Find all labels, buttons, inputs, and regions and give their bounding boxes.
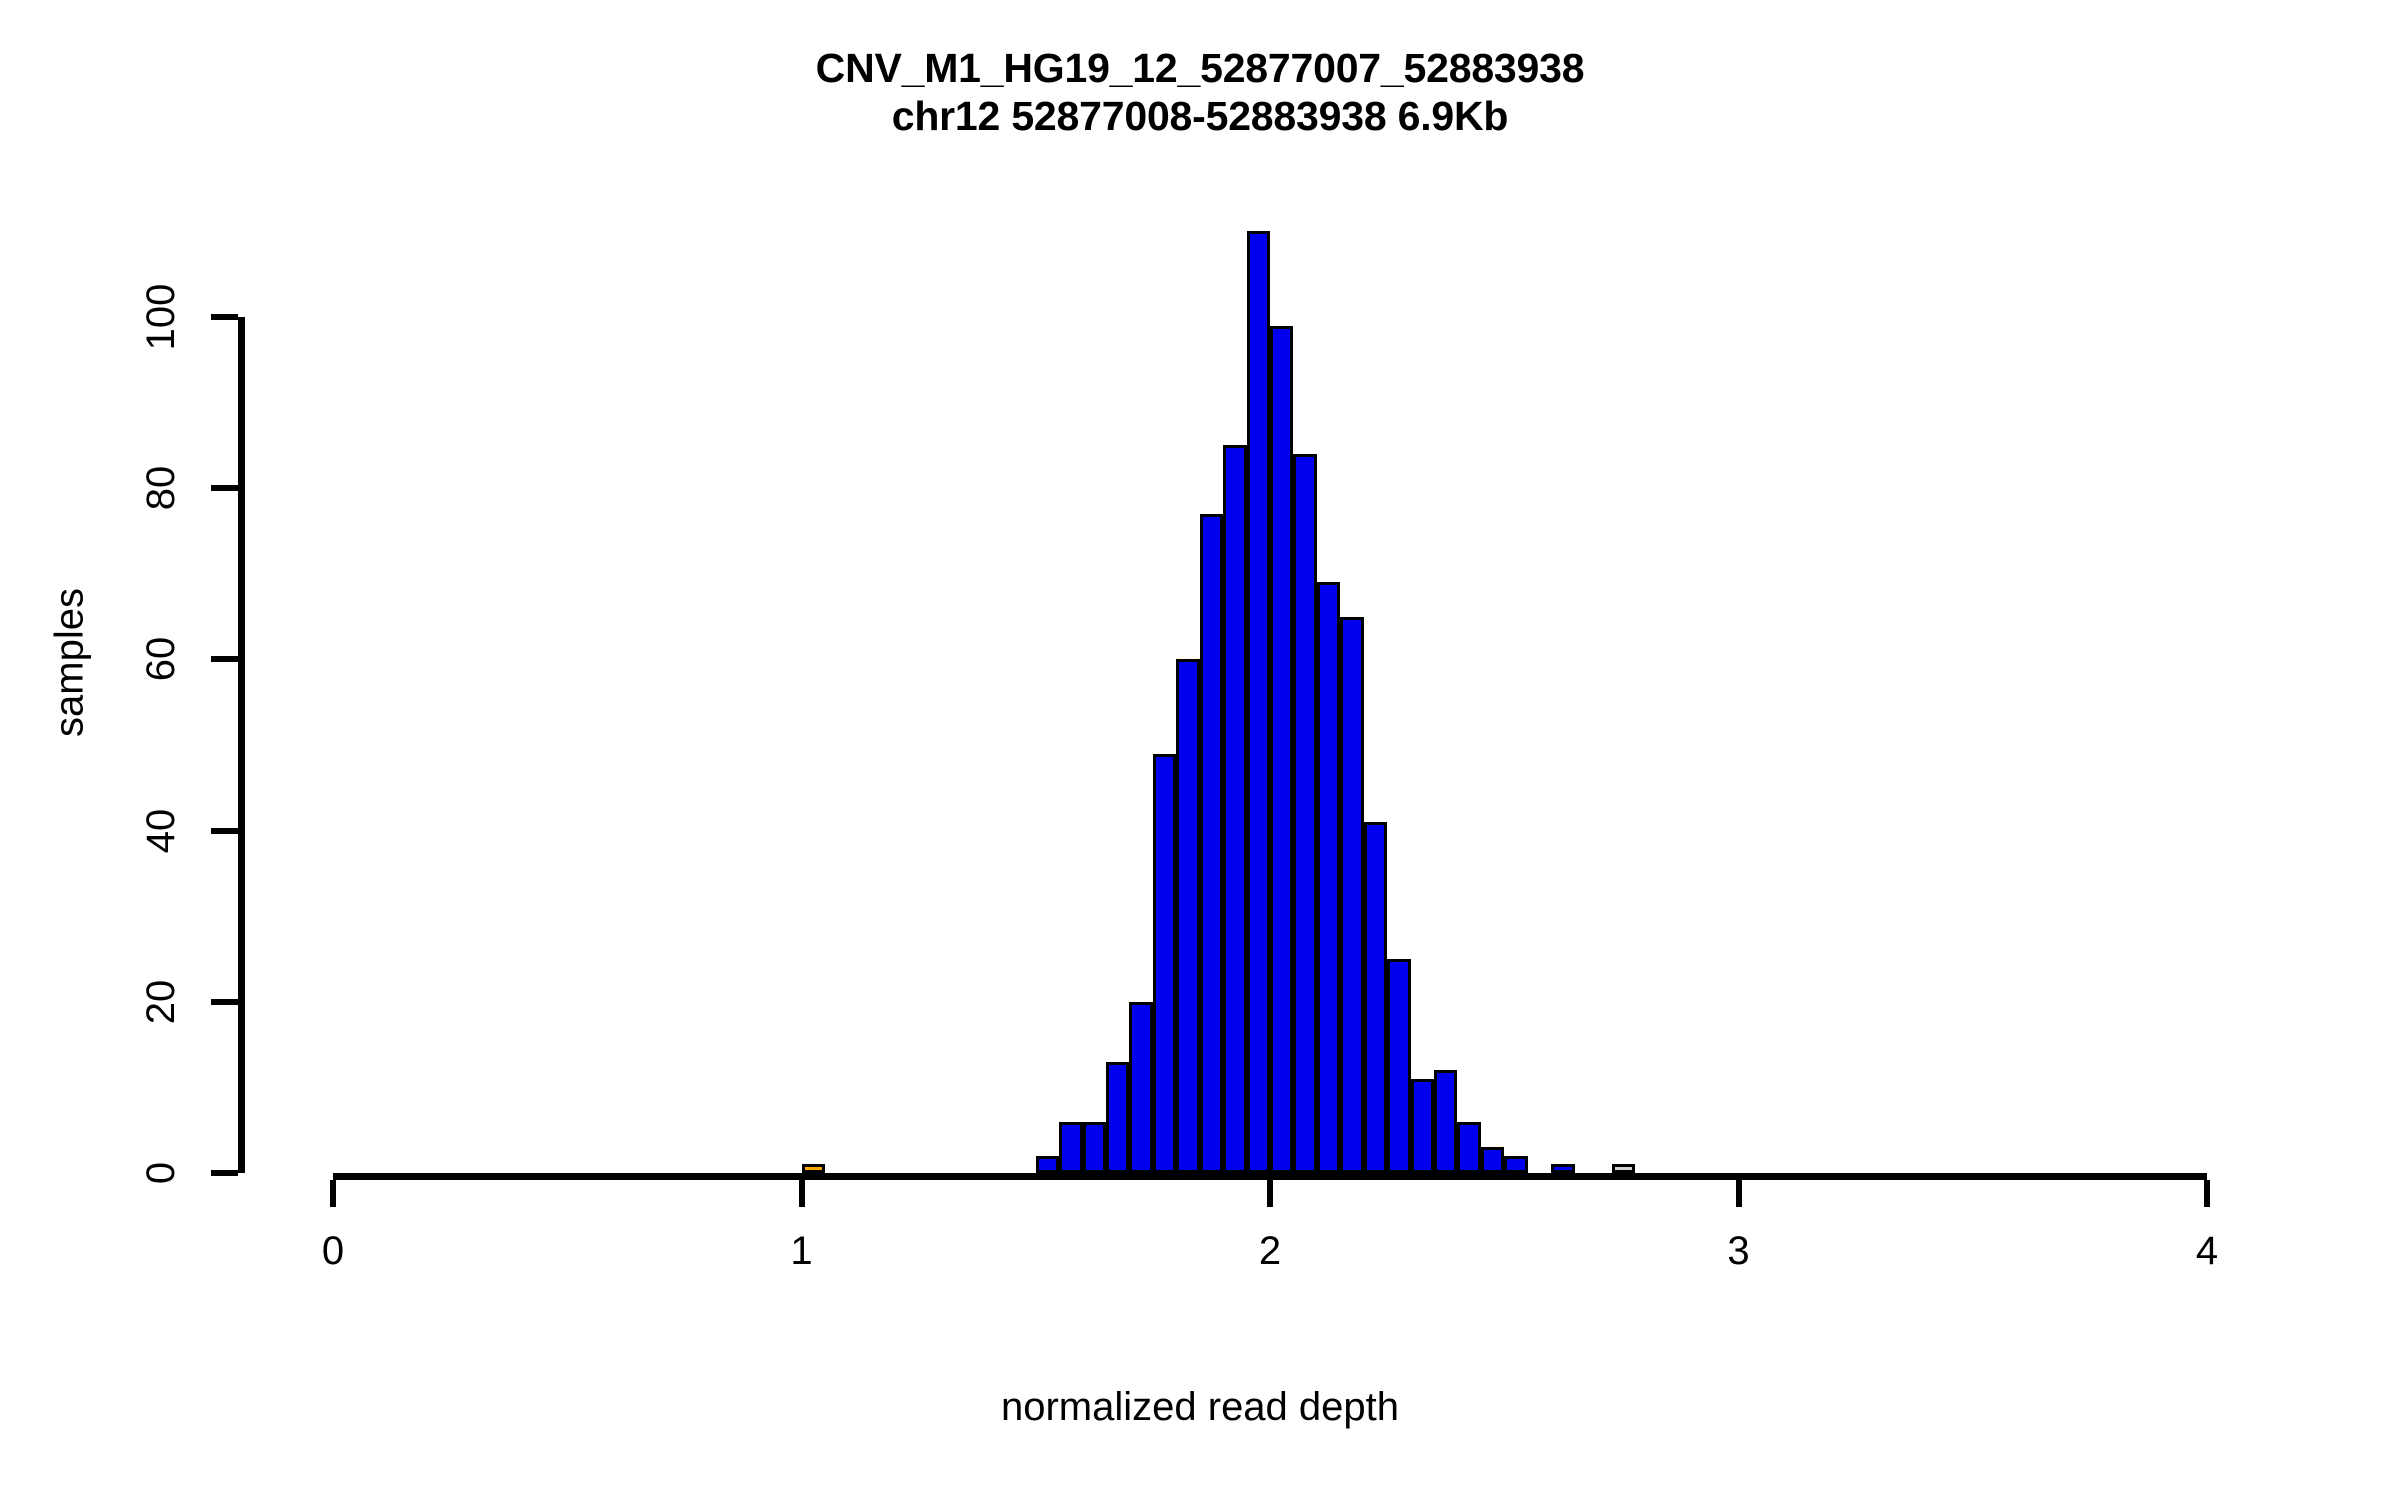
y-axis-tick-label: 20	[139, 979, 183, 1025]
y-axis-tick-label: 100	[139, 283, 183, 351]
histogram-bar	[1387, 959, 1411, 1173]
title-line-2: chr12 52877008-52883938 6.9Kb	[891, 93, 1509, 140]
histogram-bar	[1316, 582, 1341, 1173]
histogram-bar	[1152, 753, 1177, 1173]
histogram-bar	[1363, 822, 1388, 1173]
y-axis-tick	[211, 656, 238, 663]
histogram-bar	[1129, 1001, 1153, 1173]
y-axis-tick	[211, 998, 238, 1005]
histogram-bar	[1340, 616, 1364, 1173]
x-axis-line	[333, 1173, 2207, 1180]
histogram-bar	[1612, 1164, 1636, 1173]
y-axis-tick-label: 0	[139, 1161, 183, 1185]
histogram-bar	[1223, 445, 1247, 1173]
histogram-bar	[1035, 1155, 1060, 1173]
y-axis-tick	[211, 1170, 238, 1176]
y-axis-line	[238, 317, 245, 1173]
x-axis-title: normalized read depth	[1000, 1385, 1400, 1429]
histogram-bar	[801, 1164, 825, 1173]
x-axis-tick	[2204, 1180, 2210, 1207]
x-axis-tick-label: 3	[1727, 1229, 1750, 1273]
histogram-bar	[1246, 231, 1270, 1173]
histogram-bar	[1082, 1121, 1107, 1173]
y-axis-tick-label: 60	[139, 637, 183, 682]
histogram-bar	[1176, 659, 1200, 1173]
x-axis-tick-label: 1	[790, 1229, 813, 1273]
histogram-bar	[1293, 453, 1317, 1173]
y-axis-tick	[211, 827, 238, 834]
x-axis-tick-label: 2	[1258, 1229, 1282, 1273]
histogram-bar	[1270, 325, 1294, 1173]
histogram-bar	[1480, 1147, 1505, 1173]
histogram-bar	[1433, 1070, 1458, 1173]
histogram-bar	[1199, 513, 1224, 1173]
histogram-bar	[1457, 1121, 1481, 1173]
y-axis-tick-label: 40	[139, 808, 183, 853]
y-axis-tick	[211, 314, 238, 320]
y-axis-tick-label: 80	[139, 465, 183, 511]
histogram-bar	[1106, 1061, 1130, 1173]
x-axis-tick-label: 4	[2195, 1229, 2219, 1273]
title-line-1: CNV_M1_HG19_12_52877007_52883938	[815, 45, 1585, 91]
histogram-bar	[1410, 1078, 1434, 1173]
x-axis-tick	[1735, 1180, 1742, 1207]
x-axis-tick	[330, 1180, 336, 1207]
histogram-bar	[1059, 1121, 1083, 1173]
histogram-bar	[1551, 1164, 1575, 1173]
y-axis-tick	[211, 485, 238, 492]
chart-title: CNV_M1_HG19_12_52877007_52883938 chr12 5…	[0, 44, 2400, 141]
histogram-bar	[1504, 1155, 1528, 1173]
x-axis-tick	[798, 1180, 805, 1207]
x-axis-tick-label: 0	[321, 1229, 345, 1273]
x-axis-tick	[1267, 1180, 1273, 1207]
